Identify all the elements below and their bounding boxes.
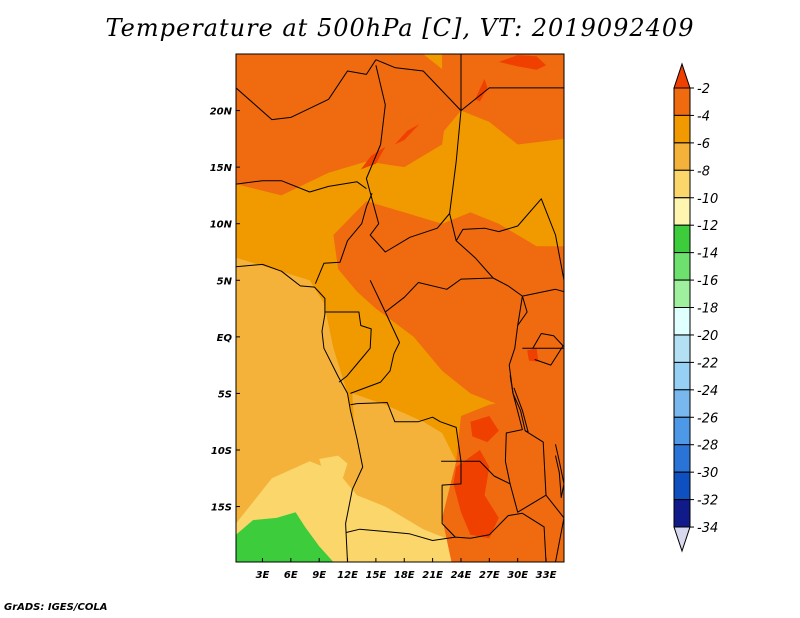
colorbar-label: -22 bbox=[697, 356, 718, 371]
colorbar-label: -4 bbox=[697, 109, 710, 124]
colorbar-swatch bbox=[673, 279, 691, 309]
border-sudan bbox=[460, 87, 564, 111]
colorbar-label: -12 bbox=[697, 219, 718, 234]
credit-text: GrADS: IGES/COLA bbox=[4, 602, 108, 613]
colorbar-label: -20 bbox=[697, 329, 718, 344]
colorbar-swatch bbox=[673, 416, 691, 446]
colorbar-label: -24 bbox=[697, 384, 718, 399]
x-tick-label: 9E bbox=[312, 570, 326, 581]
colorbar-swatch bbox=[673, 142, 691, 171]
colorbar-label: -8 bbox=[697, 164, 710, 179]
lake-victoria bbox=[532, 333, 564, 366]
coastline-west bbox=[236, 263, 364, 562]
x-tick-label: 18E bbox=[394, 570, 415, 581]
x-tick-label: 15E bbox=[366, 570, 387, 581]
x-tick-label: 24E bbox=[451, 570, 472, 581]
field-warm-south bbox=[453, 450, 499, 539]
colorbar-swatch bbox=[673, 444, 691, 473]
colorbar-swatch bbox=[673, 197, 691, 226]
field-central bbox=[333, 201, 564, 450]
field-cold-corner bbox=[236, 512, 334, 562]
border-zimbabwe bbox=[470, 512, 547, 562]
y-tick-label: 10S bbox=[211, 446, 232, 457]
y-tick-label: EQ bbox=[217, 333, 233, 344]
border-uganda-kenya bbox=[517, 288, 564, 326]
border-nigeria-cameroon bbox=[314, 193, 373, 284]
lake-malawi bbox=[555, 444, 564, 498]
colorbar-swatch bbox=[673, 114, 691, 144]
colorbar-label: -34 bbox=[697, 521, 718, 536]
colorbar-label: -26 bbox=[697, 411, 718, 426]
border-car bbox=[369, 213, 494, 313]
field-warm-north bbox=[470, 416, 499, 443]
colorbar-label: -6 bbox=[697, 137, 710, 152]
x-tick-label: 30E bbox=[507, 570, 528, 581]
border-niger-algeria bbox=[236, 59, 377, 121]
border-tanzania bbox=[522, 347, 564, 462]
x-tick-label: 3E bbox=[256, 570, 270, 581]
country-borders bbox=[236, 54, 564, 562]
border-namibia bbox=[345, 528, 456, 541]
colorbar-label: -18 bbox=[697, 302, 718, 317]
field-warm-east bbox=[527, 348, 539, 362]
border-chad-sudan bbox=[365, 65, 462, 253]
colorbar-swatch bbox=[673, 334, 691, 363]
x-tick-label: 27E bbox=[479, 570, 500, 581]
y-tick-label: 5N bbox=[217, 276, 233, 287]
colorbar-swatch bbox=[673, 87, 691, 116]
field-warm-cameroon bbox=[360, 146, 386, 170]
border-congo-drc bbox=[350, 311, 400, 394]
x-tick-label: 12E bbox=[337, 570, 358, 581]
y-tick-label: 15N bbox=[210, 163, 233, 174]
colorbar-label: -30 bbox=[697, 466, 718, 481]
colorbar-swatch bbox=[673, 499, 691, 528]
colorbar-label: -14 bbox=[697, 247, 718, 262]
plot-frame bbox=[235, 53, 565, 563]
y-axis: 20N 15N 10N 5N EQ 5S 10S 15S bbox=[210, 107, 240, 514]
x-tick-label: 6E bbox=[284, 570, 298, 581]
y-tick-label: 20N bbox=[210, 107, 233, 118]
y-tick-label: 10N bbox=[210, 220, 233, 231]
colorbar-label: -28 bbox=[697, 439, 718, 454]
colorbar-swatch bbox=[673, 224, 691, 254]
map-field bbox=[236, 54, 564, 562]
colorbar-label: -16 bbox=[697, 274, 718, 289]
x-tick-label: 33E bbox=[536, 570, 557, 581]
border-congo-gabon bbox=[324, 311, 372, 383]
field-warm-chad bbox=[394, 124, 420, 145]
colorbar: -2 -4 -6 -8 -10 -12 -14 -16 -18 -20 -22 -24 -26 -28 -3… bbox=[673, 62, 718, 553]
y-tick-label: 5S bbox=[218, 389, 232, 400]
colorbar-swatch bbox=[673, 361, 691, 391]
x-tick-label: 21E bbox=[422, 570, 443, 581]
colorbar-bottom-arrow bbox=[673, 526, 691, 553]
chart-title: Temperature at 500hPa [C], VT: 201909240… bbox=[105, 14, 695, 42]
colorbar-top-arrow bbox=[673, 62, 691, 89]
colorbar-label: -10 bbox=[697, 192, 718, 207]
field-warm-libya bbox=[475, 78, 488, 102]
lake-tanganyika bbox=[509, 375, 529, 433]
colorbar-swatch bbox=[673, 307, 691, 336]
field-cool-belt bbox=[319, 455, 348, 479]
border-libya bbox=[375, 54, 462, 112]
border-niger-nigeria bbox=[236, 180, 367, 193]
field-sahara-east bbox=[442, 54, 564, 145]
x-axis: 3E 6E 9E 12E 15E 18E 21E 24E 27E 30E 33E bbox=[256, 558, 557, 581]
colorbar-label: -32 bbox=[697, 494, 718, 509]
colorbar-swatch bbox=[673, 471, 691, 501]
border-mozambique bbox=[545, 494, 564, 562]
colorbar-swatch bbox=[673, 252, 691, 281]
border-south-sudan bbox=[455, 198, 564, 281]
field-sahara-west bbox=[236, 54, 452, 196]
colorbar-swatch bbox=[673, 169, 691, 199]
colorbar-swatch bbox=[673, 389, 691, 418]
y-tick-label: 15S bbox=[211, 503, 232, 514]
colorbar-label: -2 bbox=[697, 82, 710, 97]
field-warm-ne bbox=[498, 55, 546, 70]
